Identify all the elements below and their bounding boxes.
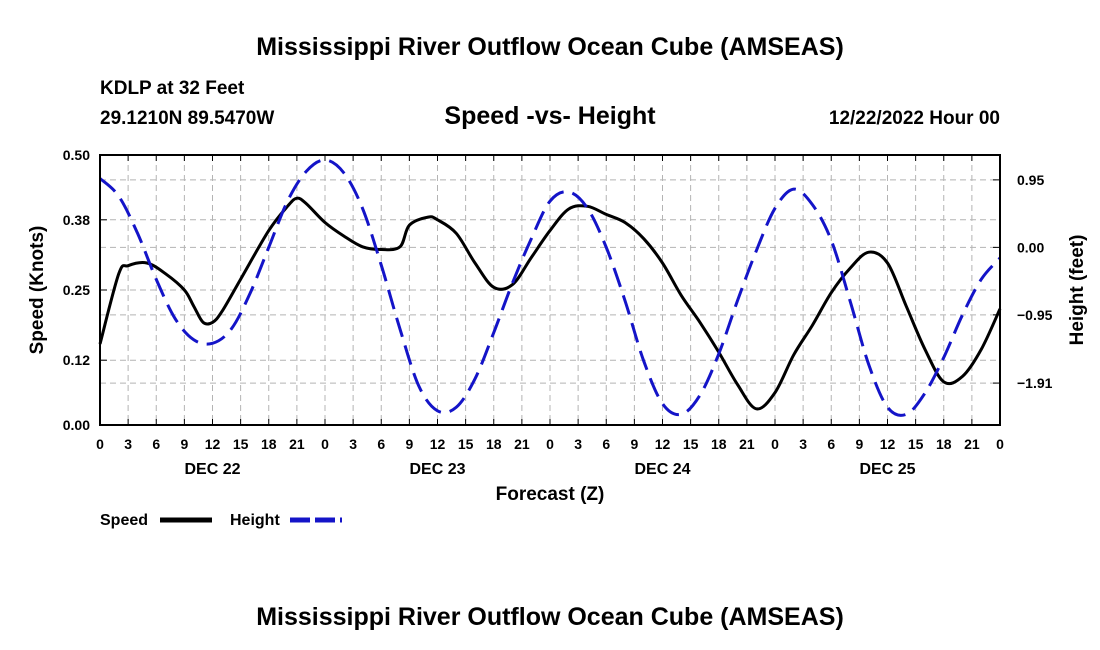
x-tick-label: 18 <box>486 436 502 452</box>
x-tick-label: 18 <box>711 436 727 452</box>
x-tick-label: 18 <box>936 436 952 452</box>
main-title: Mississippi River Outflow Ocean Cube (AM… <box>256 33 844 61</box>
x-tick-label: 6 <box>827 436 835 452</box>
x-tick-label: 12 <box>880 436 896 452</box>
legend-speed-label: Speed <box>100 512 148 529</box>
station-coords: 29.1210N 89.5470W <box>100 108 274 129</box>
x-tick-label: 3 <box>349 436 357 452</box>
plot-frame <box>99 154 1001 426</box>
x-tick-label: 6 <box>602 436 610 452</box>
x-tick-label: 15 <box>683 436 699 452</box>
footer-title: Mississippi River Outflow Ocean Cube (AM… <box>256 603 844 631</box>
y-tick-label-left: 0.00 <box>63 417 90 433</box>
y-axis-label-right: Height (feet) <box>1067 235 1088 346</box>
axis-ticks: 0 3 6 9 12 15 18 21 0 3 6 9 12 15 18 21 0 3 6 9 12 15 18 21 0 3 6 9… <box>63 147 1053 478</box>
x-tick-label: 3 <box>574 436 582 452</box>
y-tick-label-right: −0.95 <box>1017 307 1053 323</box>
x-tick-label: 12 <box>430 436 446 452</box>
legend-height-label: Height <box>230 512 280 529</box>
x-tick-label: 12 <box>205 436 221 452</box>
data-series <box>98 158 1002 417</box>
height-series-line <box>98 158 1002 417</box>
chart-subtitle: Speed -vs- Height <box>444 102 656 130</box>
forecast-datetime: 12/22/2022 Hour 00 <box>829 108 1000 129</box>
x-tick-label: 9 <box>630 436 638 452</box>
y-tick-label-left: 0.25 <box>63 282 90 298</box>
x-tick-label: 15 <box>458 436 474 452</box>
station-label: KDLP at 32 Feet <box>100 78 245 99</box>
day-label: DEC 24 <box>634 461 690 478</box>
x-tick-label: 12 <box>655 436 671 452</box>
day-label: DEC 25 <box>859 461 915 478</box>
day-label: DEC 23 <box>409 461 465 478</box>
x-tick-label: 21 <box>514 436 530 452</box>
x-tick-label: 21 <box>289 436 305 452</box>
x-tick-label: 18 <box>261 436 277 452</box>
y-tick-label-right: 0.00 <box>1017 239 1044 255</box>
y-tick-label-left: 0.50 <box>63 147 90 163</box>
speed-series-line <box>98 196 1002 411</box>
x-tick-label: 15 <box>233 436 249 452</box>
y-tick-label-right: −1.91 <box>1017 375 1053 391</box>
x-tick-label: 0 <box>996 436 1004 452</box>
x-axis-label: Forecast (Z) <box>496 484 605 505</box>
x-tick-label: 3 <box>799 436 807 452</box>
x-tick-label: 6 <box>377 436 385 452</box>
x-tick-label: 0 <box>321 436 329 452</box>
y-tick-label-left: 0.12 <box>63 352 90 368</box>
day-label: DEC 22 <box>184 461 240 478</box>
x-tick-label: 9 <box>180 436 188 452</box>
x-tick-label: 0 <box>546 436 554 452</box>
x-tick-label: 21 <box>964 436 980 452</box>
y-tick-label-left: 0.38 <box>63 212 90 228</box>
grid-lines <box>100 155 1000 425</box>
x-tick-label: 9 <box>855 436 863 452</box>
x-tick-label: 15 <box>908 436 924 452</box>
x-tick-label: 3 <box>124 436 132 452</box>
x-tick-label: 0 <box>771 436 779 452</box>
x-tick-label: 21 <box>739 436 755 452</box>
x-tick-label: 0 <box>96 436 104 452</box>
legend: Speed Height <box>100 512 342 529</box>
y-axis-label-left: Speed (Knots) <box>27 226 48 355</box>
x-tick-label: 6 <box>152 436 160 452</box>
y-tick-label-right: 0.95 <box>1017 172 1044 188</box>
x-tick-label: 9 <box>405 436 413 452</box>
